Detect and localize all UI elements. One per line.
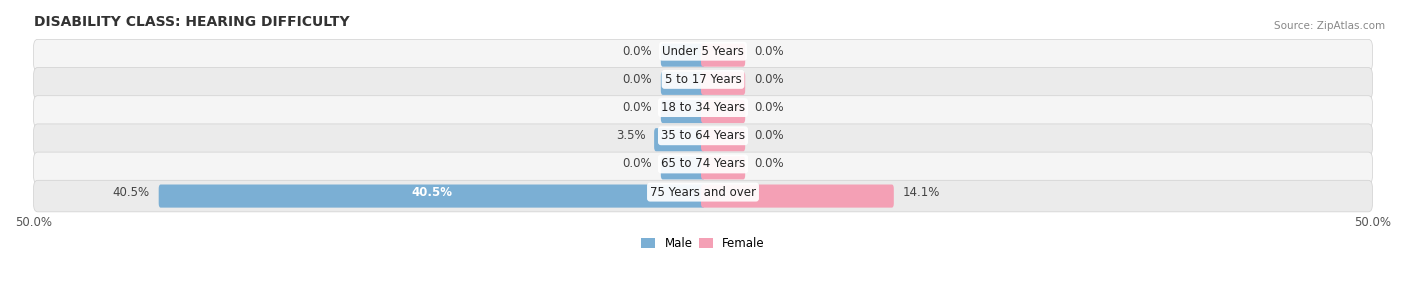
FancyBboxPatch shape: [34, 180, 1372, 212]
Text: 0.0%: 0.0%: [623, 101, 652, 114]
Text: 5 to 17 Years: 5 to 17 Years: [665, 73, 741, 86]
FancyBboxPatch shape: [702, 72, 745, 95]
Text: 3.5%: 3.5%: [616, 129, 645, 142]
FancyBboxPatch shape: [702, 128, 745, 151]
Text: 0.0%: 0.0%: [754, 45, 783, 58]
FancyBboxPatch shape: [661, 44, 704, 67]
FancyBboxPatch shape: [702, 156, 745, 179]
FancyBboxPatch shape: [702, 185, 894, 208]
FancyBboxPatch shape: [34, 67, 1372, 99]
Text: 18 to 34 Years: 18 to 34 Years: [661, 101, 745, 114]
Text: 0.0%: 0.0%: [754, 129, 783, 142]
FancyBboxPatch shape: [661, 72, 704, 95]
FancyBboxPatch shape: [661, 156, 704, 179]
Text: Source: ZipAtlas.com: Source: ZipAtlas.com: [1274, 21, 1385, 31]
FancyBboxPatch shape: [34, 152, 1372, 184]
Text: 0.0%: 0.0%: [623, 73, 652, 86]
FancyBboxPatch shape: [702, 100, 745, 123]
FancyBboxPatch shape: [34, 39, 1372, 71]
Text: 40.5%: 40.5%: [412, 186, 453, 199]
Text: DISABILITY CLASS: HEARING DIFFICULTY: DISABILITY CLASS: HEARING DIFFICULTY: [34, 15, 349, 29]
FancyBboxPatch shape: [702, 44, 745, 67]
Text: 0.0%: 0.0%: [623, 45, 652, 58]
Text: 0.0%: 0.0%: [754, 73, 783, 86]
FancyBboxPatch shape: [34, 124, 1372, 156]
Text: 14.1%: 14.1%: [903, 186, 939, 199]
FancyBboxPatch shape: [654, 128, 704, 151]
FancyBboxPatch shape: [661, 100, 704, 123]
Text: 0.0%: 0.0%: [754, 101, 783, 114]
FancyBboxPatch shape: [159, 185, 704, 208]
Text: Under 5 Years: Under 5 Years: [662, 45, 744, 58]
Text: 35 to 64 Years: 35 to 64 Years: [661, 129, 745, 142]
Text: 75 Years and over: 75 Years and over: [650, 186, 756, 199]
Text: 0.0%: 0.0%: [623, 157, 652, 170]
FancyBboxPatch shape: [34, 96, 1372, 127]
Legend: Male, Female: Male, Female: [637, 232, 769, 255]
Text: 0.0%: 0.0%: [754, 157, 783, 170]
Text: 40.5%: 40.5%: [112, 186, 150, 199]
Text: 65 to 74 Years: 65 to 74 Years: [661, 157, 745, 170]
